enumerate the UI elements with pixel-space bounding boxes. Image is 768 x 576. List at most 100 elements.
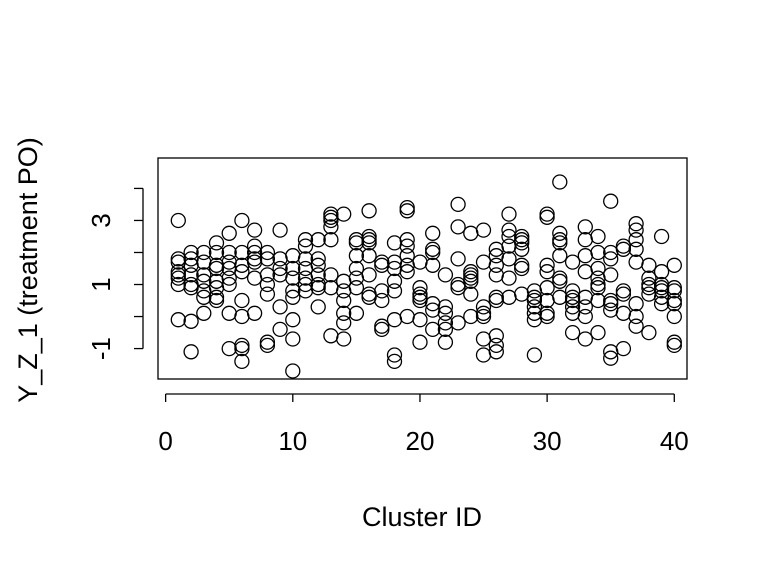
data-point	[259, 286, 276, 302]
data-point	[475, 299, 492, 315]
data-point	[564, 324, 581, 341]
data-point	[590, 244, 606, 261]
data-point	[259, 251, 276, 267]
data-point	[246, 251, 263, 267]
data-point	[514, 228, 530, 245]
data-point	[539, 280, 555, 296]
data-point	[170, 251, 186, 267]
data-point	[259, 334, 276, 350]
data-point	[628, 296, 644, 312]
data-point	[234, 337, 250, 354]
data-point	[374, 321, 390, 338]
data-point	[386, 353, 403, 370]
data-point	[310, 280, 326, 296]
data-point	[361, 203, 377, 219]
x-axis-label: Cluster ID	[362, 502, 482, 532]
data-point	[348, 248, 365, 264]
data-point	[488, 289, 504, 305]
data-point	[628, 216, 644, 232]
data-point	[514, 257, 530, 273]
data-point	[437, 305, 454, 321]
data-point	[501, 270, 517, 286]
data-point	[666, 308, 682, 325]
data-point	[208, 244, 225, 261]
data-point	[412, 334, 428, 350]
data-point	[246, 244, 263, 261]
data-points	[170, 174, 682, 379]
data-point	[539, 305, 555, 321]
data-point	[259, 276, 276, 293]
data-point	[653, 264, 670, 280]
data-point	[641, 270, 657, 286]
data-point	[399, 203, 415, 219]
data-point	[539, 206, 555, 222]
data-point	[425, 257, 441, 273]
data-point	[463, 267, 479, 283]
data-point	[399, 199, 415, 216]
data-point	[374, 318, 390, 334]
data-point	[196, 305, 212, 321]
data-point	[323, 232, 339, 248]
data-point	[628, 318, 644, 334]
data-point	[552, 174, 568, 190]
data-point	[272, 321, 288, 338]
data-point	[170, 267, 186, 283]
data-point	[603, 267, 619, 283]
data-point	[450, 196, 466, 213]
data-point	[374, 283, 390, 299]
data-point	[463, 264, 479, 280]
data-point	[272, 260, 288, 277]
data-point	[336, 305, 352, 321]
data-point	[437, 299, 454, 315]
data-point	[310, 267, 326, 283]
data-point	[615, 283, 632, 299]
data-point	[183, 313, 199, 329]
data-point	[501, 206, 517, 222]
data-point	[450, 315, 466, 331]
data-point	[310, 257, 326, 273]
data-point	[361, 267, 377, 283]
x-axis: 0 10 20 30 40	[158, 393, 689, 456]
data-point	[628, 241, 644, 257]
data-point	[234, 212, 250, 229]
data-point	[590, 324, 606, 341]
data-point	[297, 232, 314, 248]
data-point	[590, 260, 606, 277]
data-point	[399, 264, 415, 280]
data-point	[552, 232, 568, 248]
data-point	[564, 289, 581, 305]
data-point	[539, 264, 555, 280]
data-point	[666, 296, 682, 312]
data-point	[437, 334, 454, 350]
data-point	[348, 305, 365, 321]
data-point	[336, 331, 352, 347]
data-point	[590, 276, 606, 293]
data-point	[666, 292, 682, 309]
data-point	[603, 292, 619, 309]
data-point	[501, 251, 517, 267]
data-point	[577, 331, 593, 347]
data-point	[425, 225, 441, 241]
data-point	[615, 241, 632, 257]
data-point	[539, 209, 555, 225]
data-point	[653, 228, 670, 245]
data-point	[666, 257, 682, 273]
y-tick-label: -1	[86, 337, 116, 360]
data-point	[463, 286, 479, 302]
data-point	[552, 248, 568, 264]
y-tick-label: 1	[86, 277, 116, 291]
data-point	[170, 212, 186, 229]
plot-frame	[157, 157, 688, 380]
data-point	[310, 299, 326, 315]
data-point	[221, 276, 237, 293]
data-point	[196, 244, 212, 261]
data-point	[183, 344, 199, 360]
data-point	[386, 283, 403, 299]
data-point	[564, 283, 581, 299]
data-point	[348, 260, 365, 277]
data-point	[552, 270, 568, 286]
data-point	[374, 292, 390, 309]
data-point	[170, 312, 186, 328]
data-point	[221, 225, 237, 241]
data-point	[234, 264, 250, 280]
